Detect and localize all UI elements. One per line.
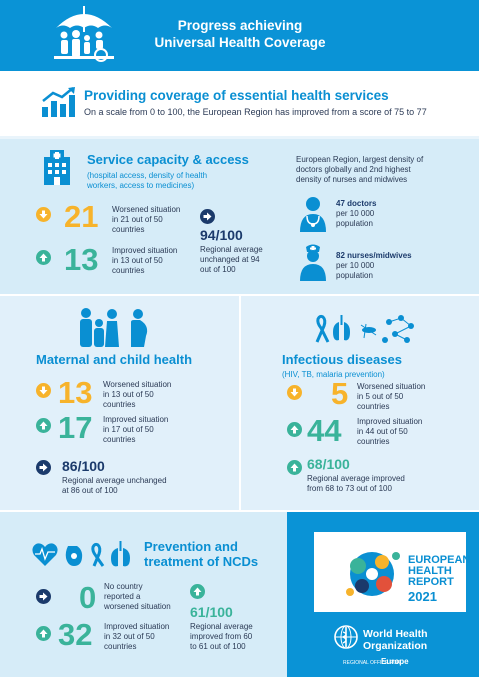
- nurse-icon: [300, 244, 326, 281]
- ncd-title: Prevention and treatment of NCDs: [144, 539, 259, 569]
- up-arrow-icon: [36, 626, 51, 641]
- maternal-title: Maternal and child health: [36, 352, 193, 367]
- up-arrow-icon: [287, 460, 302, 475]
- who-name: World Health Organization: [363, 628, 428, 652]
- bar-chart-growth-icon: [42, 87, 75, 117]
- ncd-improved-number: 32: [58, 617, 93, 652]
- infectious-improved-number: 44: [307, 413, 342, 448]
- maternal-improved-number: 17: [58, 410, 93, 445]
- down-arrow-icon: [287, 385, 302, 400]
- coverage-section: Providing coverage of essential health s…: [0, 71, 479, 133]
- service-average-text: Regional average unchanged at 94 out of 10…: [200, 245, 263, 274]
- hospital-icon: [44, 150, 70, 185]
- infectious-average-number: 68/100: [307, 456, 350, 472]
- ncd-worsened-text: No country reported a worsened situation: [104, 582, 171, 611]
- doctor-icon: [300, 197, 326, 232]
- density-text: European Region, largest density of docto…: [296, 155, 424, 184]
- maternal-improved-text: Improved situation in 17 out of 50 countri…: [103, 415, 169, 444]
- report-card: EUROPEAN HEALTH REPORT 2021: [314, 532, 471, 612]
- report-title: EUROPEAN HEALTH REPORT: [408, 554, 471, 588]
- ncd-worsened-number: 0: [79, 580, 97, 615]
- family-pregnancy-icon: [80, 308, 148, 347]
- nurses-text: 82 nurses/midwives per 10 000 population: [336, 251, 412, 280]
- up-arrow-icon: [287, 422, 302, 437]
- right-arrow-icon: [36, 460, 51, 475]
- service-subtitle: (hospital access, density of health worke…: [87, 171, 208, 190]
- ncd-panel: Prevention and treatment of NCDs 0 No cou…: [0, 512, 287, 677]
- doctors-text: 47 doctors per 10 000 population: [336, 199, 377, 228]
- coverage-subtitle: On a scale from 0 to 100, the European R…: [84, 107, 427, 117]
- infectious-subtitle: (HIV, TB, malaria prevention): [282, 370, 385, 379]
- service-worsened-text: Worsened situation in 21 out of 50 countri…: [112, 205, 181, 234]
- down-arrow-icon: [36, 207, 51, 222]
- infectious-average-text: Regional average improved from 68 to 73 o…: [307, 474, 405, 493]
- up-arrow-icon: [36, 250, 51, 265]
- maternal-average-number: 86/100: [62, 458, 105, 474]
- maternal-average-text: Regional average unchanged at 86 out of 1…: [62, 476, 167, 495]
- right-arrow-icon: [36, 589, 51, 604]
- service-worsened-number: 21: [64, 199, 99, 234]
- report-year: 2021: [408, 589, 437, 604]
- maternal-health-panel: Maternal and child health 13 Worsened si…: [0, 294, 240, 510]
- service-capacity-panel: Service capacity & access (hospital acce…: [0, 136, 479, 294]
- ncd-improved-text: Improved situation in 32 out of 50 countri…: [104, 622, 170, 651]
- infectious-worsened-text: Worsened situation in 5 out of 50 countrie…: [357, 382, 426, 411]
- right-arrow-icon: [200, 209, 215, 224]
- umbrella-family-icon: [54, 6, 114, 62]
- service-title: Service capacity & access: [87, 152, 249, 167]
- infectious-diseases-panel: Infectious diseases (HIV, TB, malaria pr…: [240, 294, 479, 510]
- ncd-average-text: Regional average improved from 60 to 61 ou…: [190, 622, 253, 651]
- infectious-title: Infectious diseases: [282, 352, 402, 367]
- infectious-worsened-number: 5: [331, 376, 349, 411]
- service-average-number: 94/100: [200, 227, 243, 243]
- who-regional-office-label: REGIONAL OFFICE FOR: [343, 660, 401, 666]
- up-arrow-icon: [36, 418, 51, 433]
- service-improved-text: Improved situation in 13 out of 50 countri…: [112, 246, 178, 275]
- disease-icons: [315, 314, 414, 343]
- who-region: Europe: [381, 657, 409, 666]
- globe-collage-icon: [346, 552, 400, 596]
- ncd-average-number: 61/100: [190, 604, 233, 620]
- ncd-icons: [32, 541, 130, 567]
- down-arrow-icon: [36, 383, 51, 398]
- who-emblem-icon: [334, 625, 358, 649]
- service-improved-number: 13: [64, 242, 99, 277]
- header-banner: Progress achieving Universal Health Cove…: [0, 0, 479, 71]
- maternal-worsened-number: 13: [58, 375, 93, 410]
- up-arrow-icon: [190, 584, 205, 599]
- infectious-improved-text: Improved situation in 44 out of 50 countri…: [357, 417, 423, 446]
- maternal-worsened-text: Worsened situation in 13 out of 50 countri…: [103, 380, 172, 409]
- coverage-title: Providing coverage of essential health s…: [84, 88, 389, 103]
- page-title: Progress achieving Universal Health Cove…: [154, 18, 326, 50]
